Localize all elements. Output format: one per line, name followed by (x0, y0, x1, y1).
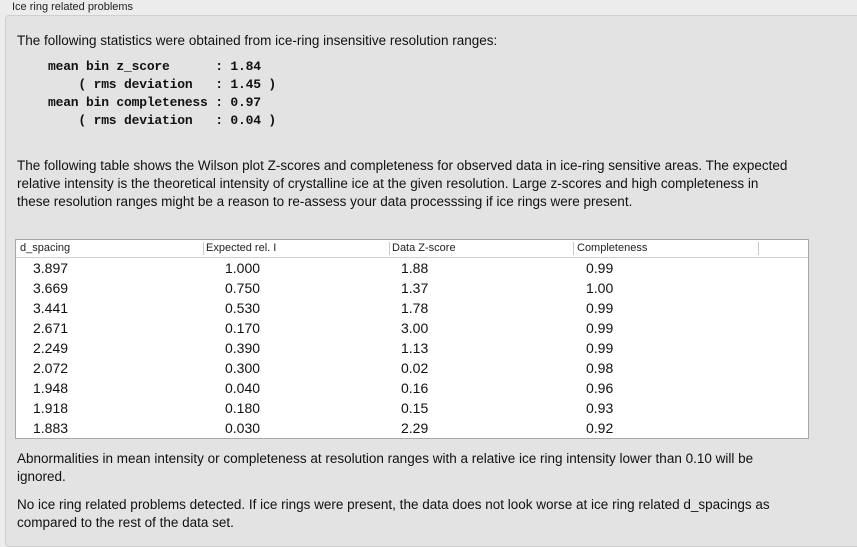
table-row[interactable]: 1.883 0.030 2.29 0.92 (16, 418, 808, 438)
table-row[interactable]: 1.918 0.180 0.15 0.93 (16, 398, 808, 418)
table-cell: 0.750 (225, 280, 261, 296)
table-cell: 0.180 (225, 400, 261, 416)
table-description: The following table shows the Wilson plo… (17, 158, 788, 209)
table-cell: 1.37 (401, 280, 429, 296)
column-header-completeness[interactable]: Completeness (577, 242, 648, 254)
table-row[interactable]: 3.441 0.530 1.78 0.99 (16, 298, 808, 318)
ice-ring-table[interactable]: d_spacing Expected rel. I Data Z-score C… (15, 239, 809, 439)
table-row[interactable]: 2.671 0.170 3.00 0.99 (16, 318, 808, 338)
table-cell: 1.000 (225, 260, 261, 276)
table-cell: 0.99 (586, 340, 614, 356)
table-cell: 0.99 (586, 300, 614, 316)
table-cell: 0.93 (586, 400, 614, 416)
table-cell: 0.530 (225, 300, 261, 316)
table-cell: 0.99 (586, 260, 614, 276)
table-cell: 0.96 (586, 380, 614, 396)
table-cell: 2.671 (33, 320, 69, 336)
table-row[interactable]: 3.669 0.750 1.37 1.00 (16, 278, 808, 298)
column-header-data-z-score[interactable]: Data Z-score (392, 242, 456, 254)
table-cell: 1.13 (401, 340, 429, 356)
table-header: d_spacing Expected rel. I Data Z-score C… (16, 240, 808, 258)
table-cell: 2.249 (33, 340, 69, 356)
stats-block: mean bin z_score : 1.84 ( rms deviation … (48, 59, 277, 128)
column-header-d-spacing[interactable]: d_spacing (20, 242, 71, 254)
group-title: Ice ring related problems (12, 1, 134, 13)
table-cell: 1.78 (401, 300, 429, 316)
column-divider[interactable] (758, 242, 759, 255)
table-cell: 0.300 (225, 360, 261, 376)
table-cell: 0.99 (586, 320, 614, 336)
table-cell: 0.15 (401, 400, 429, 416)
table-cell: 2.072 (33, 360, 69, 376)
table-cell: 1.88 (401, 260, 429, 276)
table-cell: 3.669 (33, 280, 69, 296)
intro-text: The following statistics were obtained f… (17, 33, 498, 48)
table-cell: 0.92 (586, 420, 614, 436)
column-divider[interactable] (573, 242, 574, 255)
column-divider[interactable] (389, 242, 390, 255)
table-cell: 1.948 (33, 380, 69, 396)
table-row[interactable]: 1.948 0.040 0.16 0.96 (16, 378, 808, 398)
table-row[interactable]: 2.072 0.300 0.02 0.98 (16, 358, 808, 378)
column-header-expected-rel-i[interactable]: Expected rel. I (206, 242, 277, 254)
table-cell: 0.98 (586, 360, 614, 376)
table-cell: 1.883 (33, 420, 69, 436)
table-cell: 1.00 (586, 280, 614, 296)
table-cell: 2.29 (401, 420, 429, 436)
table-row[interactable]: 2.249 0.390 1.13 0.99 (16, 338, 808, 358)
table-cell: 3.897 (33, 260, 69, 276)
table-cell: 0.170 (225, 320, 261, 336)
table-cell: 1.918 (33, 400, 69, 416)
table-cell: 0.16 (401, 380, 429, 396)
table-cell: 0.040 (225, 380, 261, 396)
conclusion-text: No ice ring related problems detected. I… (17, 497, 770, 530)
table-cell: 0.390 (225, 340, 261, 356)
table-cell: 3.00 (401, 320, 429, 336)
note-text: Abnormalities in mean intensity or compl… (17, 451, 754, 484)
table-cell: 0.02 (401, 360, 429, 376)
table-cell: 3.441 (33, 300, 69, 316)
table-cell: 0.030 (225, 420, 261, 436)
table-row[interactable]: 3.897 1.000 1.88 0.99 (16, 258, 808, 278)
column-divider[interactable] (203, 242, 204, 255)
